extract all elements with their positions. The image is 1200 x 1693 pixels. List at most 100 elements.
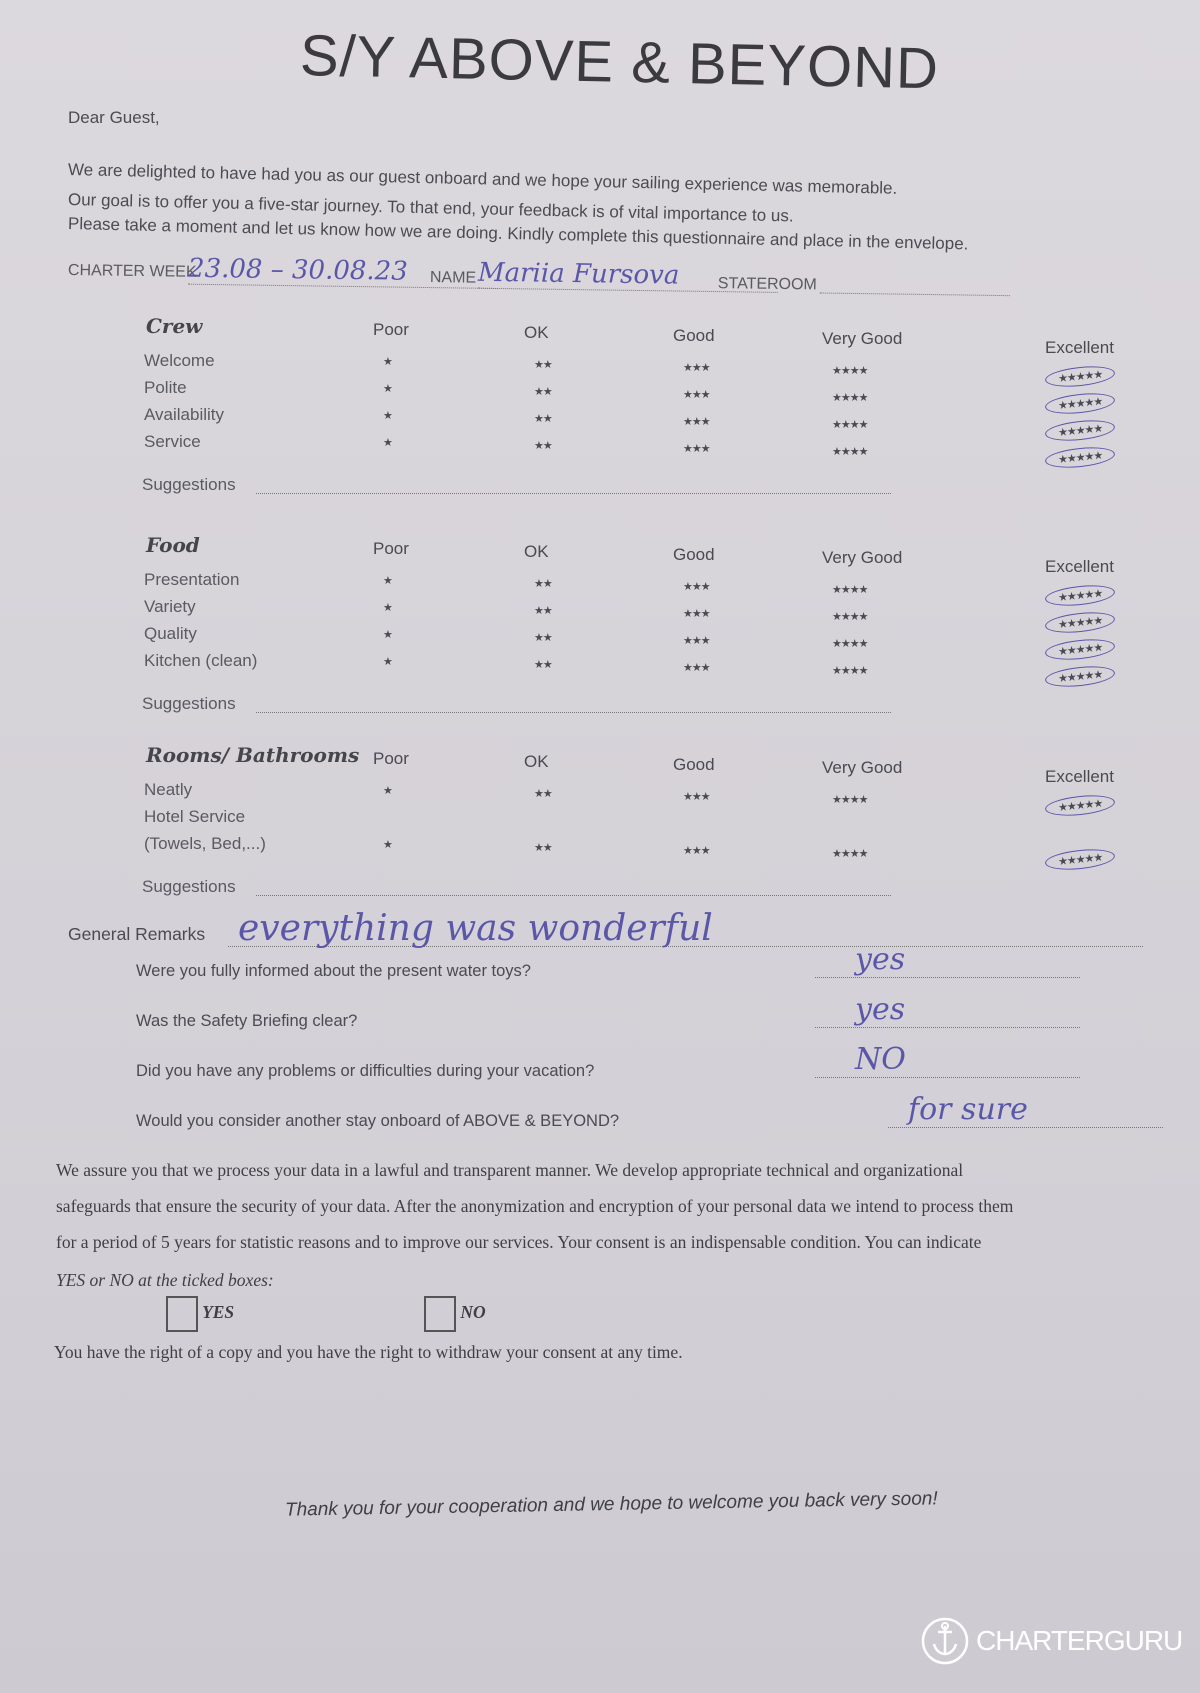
rating-option[interactable]: ★★ <box>534 440 553 452</box>
column-header-poor: Poor <box>373 320 409 339</box>
rating-option[interactable]: ★★ <box>534 659 553 671</box>
rating-option[interactable]: ★★★★ <box>832 638 868 650</box>
rating-option[interactable]: ★★★ <box>683 635 711 647</box>
rating-option[interactable]: ★ <box>383 602 393 614</box>
answer-field[interactable]: yes <box>815 942 1080 978</box>
charter-week-label: CHARTER WEEK <box>67 262 197 281</box>
document-title: S/Y ABOVE & BEYOND <box>299 23 940 102</box>
rating-option-selected[interactable]: ★★★★★ <box>1044 444 1117 471</box>
column-header-ok: OK <box>524 542 549 561</box>
rating-option[interactable]: ★★ <box>534 359 553 371</box>
no-checkbox[interactable] <box>424 1296 456 1332</box>
general-remarks-label: General Remarks <box>68 924 206 944</box>
answer-field[interactable]: for sure <box>888 1092 1163 1128</box>
yes-checkbox[interactable] <box>166 1296 198 1332</box>
watermark-text: CHARTERGURU <box>976 1625 1183 1656</box>
rating-option-selected[interactable]: ★★★★★ <box>1044 609 1117 636</box>
rating-row-label: Welcome <box>144 351 215 370</box>
column-header-very-good: Very Good <box>822 548 903 567</box>
rating-option[interactable]: ★★★ <box>683 791 711 803</box>
anchor-icon <box>921 1617 969 1665</box>
rating-option[interactable]: ★★★★ <box>832 392 868 404</box>
rating-option[interactable]: ★★ <box>534 386 553 398</box>
suggestions-label: Suggestions <box>142 694 236 713</box>
rating-option-selected[interactable]: ★★★★★ <box>1044 636 1117 663</box>
rating-option[interactable]: ★ <box>383 383 393 395</box>
rating-row-label: Variety <box>144 597 196 616</box>
yes-label: YES <box>202 1302 235 1323</box>
suggestions-field[interactable] <box>256 708 891 713</box>
rating-option[interactable]: ★★★★ <box>832 794 868 806</box>
rating-option[interactable]: ★ <box>383 839 393 851</box>
rating-option[interactable]: ★ <box>383 410 393 422</box>
rating-option[interactable]: ★★ <box>534 842 553 854</box>
stateroom-field[interactable] <box>819 276 1010 297</box>
consent-no[interactable]: NO <box>424 1296 486 1332</box>
rating-option[interactable]: ★ <box>383 656 393 668</box>
column-header-good: Good <box>673 545 715 564</box>
rating-option[interactable]: ★★ <box>534 578 553 590</box>
suggestions-label: Suggestions <box>142 877 236 896</box>
privacy-line: safeguards that ensure the security of y… <box>56 1196 1014 1216</box>
column-header-excellent: Excellent <box>1045 557 1114 576</box>
rating-option-selected[interactable]: ★★★★★ <box>1044 390 1117 417</box>
question-text: Did you have any problems or difficultie… <box>136 1062 595 1080</box>
suggestions-field[interactable] <box>256 489 891 494</box>
suggestions-field[interactable] <box>256 891 891 896</box>
rating-option[interactable]: ★★★ <box>683 581 711 593</box>
column-header-excellent: Excellent <box>1045 338 1114 357</box>
rating-option[interactable]: ★★★★ <box>832 419 868 431</box>
rating-option[interactable]: ★★ <box>534 605 553 617</box>
column-header-excellent: Excellent <box>1045 767 1114 786</box>
watermark-logo: CHARTERGURU <box>920 1616 1183 1666</box>
rating-option[interactable]: ★ <box>383 437 393 449</box>
rating-option[interactable]: ★ <box>383 629 393 641</box>
question-text: Would you consider another stay onboard … <box>136 1112 620 1130</box>
stateroom-label: STATEROOM <box>717 275 817 294</box>
privacy-line: YES or NO at the ticked boxes: <box>56 1270 274 1290</box>
column-header-good: Good <box>673 755 715 774</box>
column-header-very-good: Very Good <box>822 758 903 777</box>
rating-option[interactable]: ★ <box>383 356 393 368</box>
column-header-very-good: Very Good <box>822 329 903 348</box>
rating-option[interactable]: ★★★★ <box>832 848 868 860</box>
privacy-line: We assure you that we process your data … <box>56 1160 964 1180</box>
rating-option[interactable]: ★★ <box>534 413 553 425</box>
general-remarks: General Remarks everything was wonderful <box>68 911 1143 952</box>
consent-yes[interactable]: YES <box>166 1296 234 1332</box>
rating-option-selected[interactable]: ★★★★★ <box>1044 792 1117 819</box>
rating-option[interactable]: ★★ <box>534 632 553 644</box>
rating-option[interactable]: ★★★ <box>683 389 711 401</box>
rating-option[interactable]: ★★★ <box>683 608 711 620</box>
rating-option[interactable]: ★★★ <box>683 662 711 674</box>
rating-option[interactable]: ★ <box>383 785 393 797</box>
rating-option-selected[interactable]: ★★★★★ <box>1044 363 1117 390</box>
rating-option-selected[interactable]: ★★★★★ <box>1044 582 1117 609</box>
answer-field[interactable]: NO <box>815 1042 1080 1078</box>
column-header-good: Good <box>673 326 715 345</box>
rating-option-selected[interactable]: ★★★★★ <box>1044 846 1117 873</box>
rating-option[interactable]: ★★★ <box>683 443 711 455</box>
general-remarks-field[interactable]: everything was wonderful <box>228 911 1143 947</box>
no-label: NO <box>460 1302 486 1323</box>
rating-option[interactable]: ★★ <box>534 788 553 800</box>
rating-option-selected[interactable]: ★★★★★ <box>1044 417 1117 444</box>
rating-option[interactable]: ★★★★ <box>832 665 868 677</box>
answer-field[interactable]: yes <box>815 992 1080 1028</box>
question-text: Was the Safety Briefing clear? <box>136 1012 358 1030</box>
rating-option[interactable]: ★★★★ <box>832 446 868 458</box>
charter-info-row: CHARTER WEEK 23.08 – 30.08.23 NAME Marii… <box>68 252 1013 301</box>
rating-option-selected[interactable]: ★★★★★ <box>1044 663 1117 690</box>
rating-option[interactable]: ★★★ <box>683 416 711 428</box>
rating-option[interactable]: ★★★★ <box>832 365 868 377</box>
rating-row-label: Hotel Service <box>144 807 246 826</box>
name-label: NAME <box>429 269 477 287</box>
rating-option[interactable]: ★★★★ <box>832 584 868 596</box>
rating-option[interactable]: ★★★ <box>683 845 711 857</box>
column-header-poor: Poor <box>373 539 409 558</box>
rating-row-label: Polite <box>144 378 187 397</box>
rating-option[interactable]: ★★★ <box>683 362 711 374</box>
rating-option[interactable]: ★ <box>383 575 393 587</box>
rating-option[interactable]: ★★★★ <box>832 611 868 623</box>
rating-row-label: Presentation <box>144 570 240 589</box>
